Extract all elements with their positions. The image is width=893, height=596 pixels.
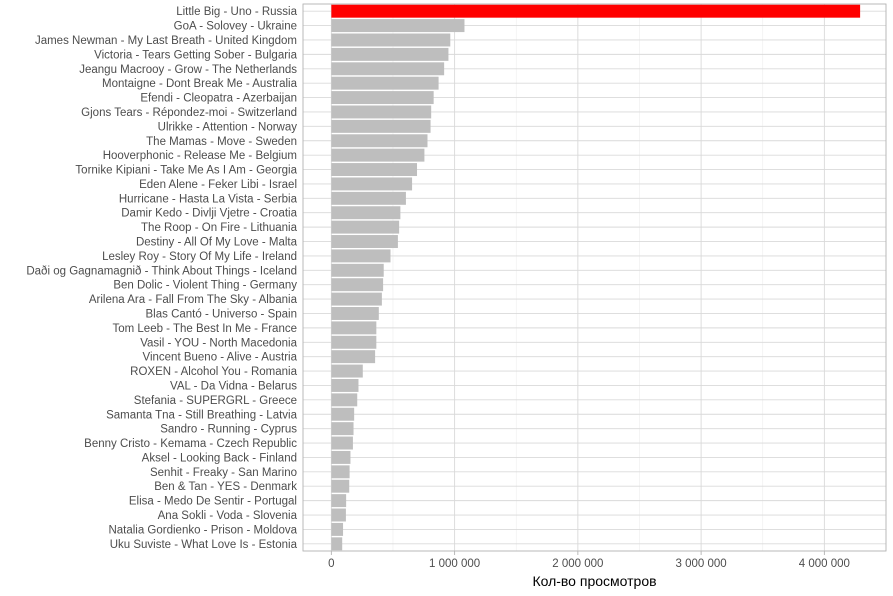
- bar: [331, 292, 382, 306]
- category-label: Vasil - YOU - North Macedonia: [140, 337, 297, 349]
- bar: [331, 307, 379, 320]
- bar: [331, 76, 439, 90]
- bar: [331, 119, 431, 133]
- category-label: James Newman - My Last Breath - United K…: [35, 35, 297, 47]
- category-label: Gjons Tears - Répondez-moi - Switzerland: [81, 107, 297, 119]
- category-label: Little Big - Uno - Russia: [176, 6, 297, 18]
- bar: [331, 91, 434, 105]
- bar: [331, 479, 350, 493]
- bar: [331, 177, 413, 191]
- bar: [331, 220, 400, 234]
- category-label: Stefania - SUPERGRL - Greece: [134, 395, 297, 407]
- category-label: The Roop - On Fire - Lithuania: [141, 222, 298, 234]
- category-label: Efendi - Cleopatra - Azerbaijan: [140, 93, 297, 105]
- category-label: Arilena Ara - Fall From The Sky - Albani…: [89, 294, 298, 306]
- bar: [331, 249, 391, 263]
- category-label: Ben & Tan - YES - Denmark: [154, 481, 297, 493]
- panel-border: [302, 3, 887, 552]
- category-label: Ben Dolic - Violent Thing - Germany: [113, 280, 297, 292]
- category-label: Blas Cantó - Universo - Spain: [146, 308, 297, 320]
- bar: [331, 350, 376, 364]
- bar: [331, 4, 861, 18]
- bar: [331, 393, 358, 407]
- bar: [331, 364, 363, 378]
- bar: [331, 508, 346, 522]
- x-tick-label: 3 000 000: [676, 558, 727, 570]
- bar: [331, 206, 401, 220]
- category-label: Montaigne - Dont Break Me - Australia: [102, 78, 298, 90]
- bar: [331, 422, 354, 436]
- category-label: Ulrikke - Attention - Norway: [158, 121, 298, 133]
- category-label: Ana Sokli - Voda - Slovenia: [158, 510, 298, 522]
- category-label: Damir Kedo - Divlji Vjetre - Croatia: [121, 208, 297, 220]
- category-label: Senhit - Freaky - San Marino: [150, 467, 297, 479]
- category-label: Hooverphonic - Release Me - Belgium: [103, 150, 297, 162]
- bar: [331, 263, 384, 277]
- category-label: ROXEN - Alcohol You - Romania: [130, 366, 297, 378]
- bar: [331, 450, 351, 464]
- x-tick-label: 4 000 000: [799, 558, 850, 570]
- bar: [331, 33, 451, 47]
- category-label: VAL - Da Vidna - Belarus: [170, 380, 297, 392]
- bar: [331, 47, 449, 61]
- category-label: Elisa - Medo De Sentir - Portugal: [129, 496, 297, 508]
- bar: [331, 235, 398, 248]
- bar: [331, 191, 406, 205]
- x-axis-title: Кол-во просмотров: [532, 573, 656, 589]
- x-tick-label: 0: [328, 558, 334, 570]
- category-label: Benny Cristo - Kemama - Czech Republic: [84, 438, 297, 450]
- category-label: GoA - Solovey - Ukraine: [174, 21, 297, 33]
- category-label: Lesley Roy - Story Of My Life - Ireland: [102, 251, 297, 263]
- category-label: Tornike Kipiani - Take Me As I Am - Geor…: [75, 165, 297, 177]
- category-label: Victoria - Tears Getting Sober - Bulgari…: [94, 49, 297, 61]
- bar: [331, 465, 350, 479]
- bar: [331, 436, 353, 450]
- bar-layer: [331, 4, 861, 551]
- bar: [331, 522, 344, 536]
- bar: [331, 407, 355, 421]
- bar: [331, 537, 343, 551]
- bar: [331, 134, 428, 148]
- category-label: Vincent Bueno - Alive - Austria: [143, 352, 298, 364]
- category-label: Eden Alene - Feker Libi - Israel: [139, 179, 297, 191]
- category-label: Jeangu Macrooy - Grow - The Netherlands: [79, 64, 297, 76]
- bar: [331, 335, 377, 349]
- category-label: Destiny - All Of My Love - Malta: [136, 237, 298, 249]
- bar: [331, 378, 359, 392]
- bar: [331, 163, 418, 177]
- category-label: The Mamas - Move - Sweden: [146, 136, 297, 148]
- category-labels: Little Big - Uno - Russia GoA - Solovey -…: [26, 6, 297, 551]
- category-label: Natalia Gordienko - Prison - Moldova: [108, 524, 297, 536]
- x-tick-label: 2 000 000: [552, 558, 603, 570]
- x-tick-label: 1 000 000: [429, 558, 480, 570]
- bar: [331, 494, 347, 508]
- category-label: Tom Leeb - The Best In Me - France: [112, 323, 297, 335]
- category-label: Uku Suviste - What Love Is - Estonia: [110, 539, 298, 551]
- category-label: Daði og Gagnamagnið - Think About Things…: [26, 265, 297, 277]
- bar: [331, 62, 445, 76]
- category-label: Hurricane - Hasta La Vista - Serbia: [119, 193, 298, 205]
- bar: [331, 19, 465, 33]
- x-axis-ticks: 0 1 000 000 2 000 000 3 000 000 4 000 000: [328, 551, 850, 570]
- bar: [331, 278, 384, 292]
- category-label: Samanta Tna - Still Breathing - Latvia: [106, 409, 298, 421]
- bar: [331, 148, 425, 162]
- bar: [331, 321, 377, 335]
- category-label: Aksel - Looking Back - Finland: [142, 452, 297, 464]
- bar: [331, 105, 432, 119]
- category-label: Sandro - Running - Cyprus: [160, 424, 297, 436]
